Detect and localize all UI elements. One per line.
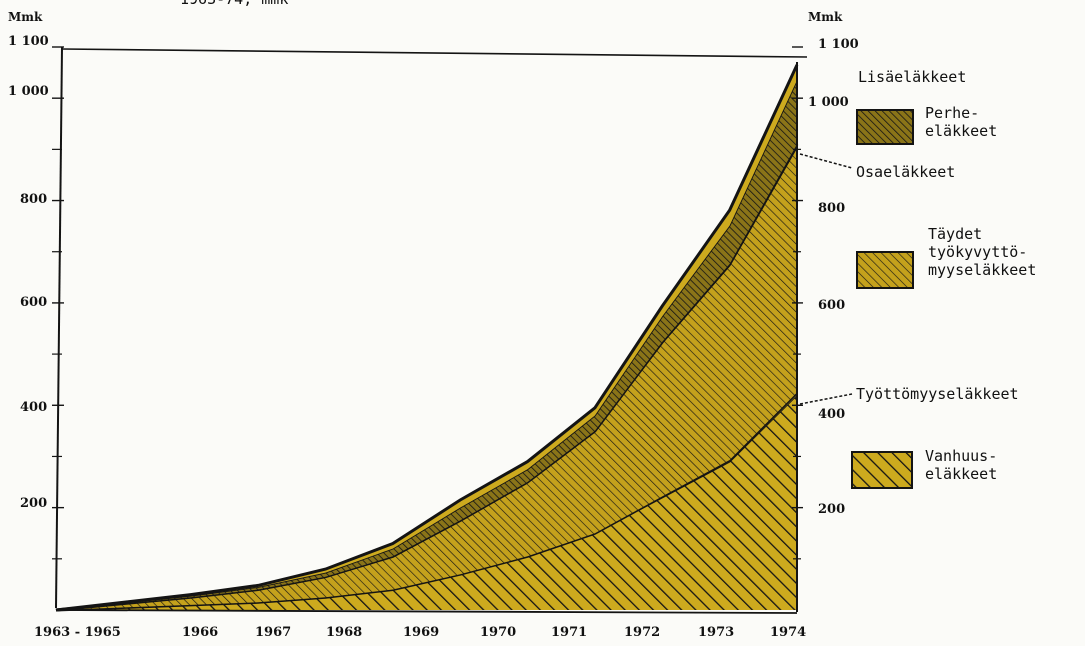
- legend-label-lisaelakkeet: Lisäeläkkeet: [858, 68, 966, 86]
- axes: [55, 46, 808, 614]
- top-border: [61, 48, 808, 58]
- legend-swatch-perhe: [856, 109, 914, 145]
- x-tick-label: 1974: [770, 625, 806, 640]
- legend-swatch-vanhuus: [851, 451, 913, 489]
- x-tick-label: 1969: [403, 625, 439, 640]
- right-tick-label: 1 000: [808, 95, 849, 110]
- x-tick-label: 1971: [551, 625, 587, 640]
- legend-label-vanhuus: Vanhuus-: [925, 447, 997, 465]
- left-tick-label: 800: [20, 192, 47, 207]
- x-tick-label: 1968: [326, 625, 362, 640]
- x-tick-label: 1973: [698, 625, 734, 640]
- legend-label-perhe: eläkkeet: [925, 122, 997, 140]
- x-tick-labels: 1963 - 1965 1966 1967 1968 1969 1970 1971 1972 1…: [34, 625, 806, 640]
- legend-leader-tyottomyys: [799, 393, 853, 405]
- legend-label-vanhuus: eläkkeet: [925, 465, 997, 483]
- legend-label-osa: Osaeläkkeet: [856, 163, 955, 181]
- legend-label-perhe: Perhe-: [925, 104, 979, 122]
- area-täydet-työkyvyttömyyseläkkeet: [56, 146, 797, 611]
- x-tick-label: 1970: [480, 625, 516, 640]
- legend: Lisäeläkkeet Perhe-eläkkeet Osaeläkkeet Täy…: [799, 68, 1036, 489]
- legend-leader-osa: [799, 153, 853, 169]
- left-unit-label: Mmk: [8, 10, 43, 24]
- legend-label-taydet: Täydet: [928, 225, 982, 243]
- area-vanhuus-eläkkeet: [56, 395, 797, 610]
- y-tick-labels: 200 200 400 400 600 600 800 800 1 000 1 000 1 100 1…: [8, 34, 859, 560]
- left-axis: [55, 46, 63, 609]
- boundary-lisäeläkkeet: [55, 64, 799, 612]
- right-tick-label: 1 100: [818, 37, 859, 52]
- right-tick-label: 800: [818, 201, 845, 216]
- legend-label-taydet: myyseläkkeet: [928, 261, 1036, 279]
- left-tick-label: 1 100: [8, 34, 49, 49]
- right-tick-label: 200: [818, 502, 845, 517]
- chart-title-fragment: 1963-74, mmk: [180, 0, 288, 8]
- x-tick-label: 1966: [182, 625, 218, 640]
- right-tick-label: 400: [818, 407, 845, 422]
- right-tick-label: 600: [818, 298, 845, 313]
- x-tick-label: 1963 - 1965: [34, 625, 121, 640]
- x-tick-label: 1967: [255, 625, 291, 640]
- left-tick-label: 1 000: [8, 84, 49, 99]
- area-layers: [55, 64, 799, 612]
- legend-swatch-taydet: [856, 251, 914, 289]
- x-tick-label: 1972: [624, 625, 660, 640]
- left-tick-label: 200: [20, 496, 47, 511]
- legend-label-tyottomyys: Työttömyyseläkkeet: [856, 385, 1019, 403]
- x-axis: [55, 609, 798, 614]
- left-tick-label: 400: [20, 400, 47, 415]
- left-tick-label: 600: [20, 295, 47, 310]
- area-perhe-eläkkeet: [56, 80, 797, 611]
- legend-label-taydet: työkyvyttö-: [928, 243, 1027, 261]
- right-unit-label: Mmk: [808, 10, 843, 24]
